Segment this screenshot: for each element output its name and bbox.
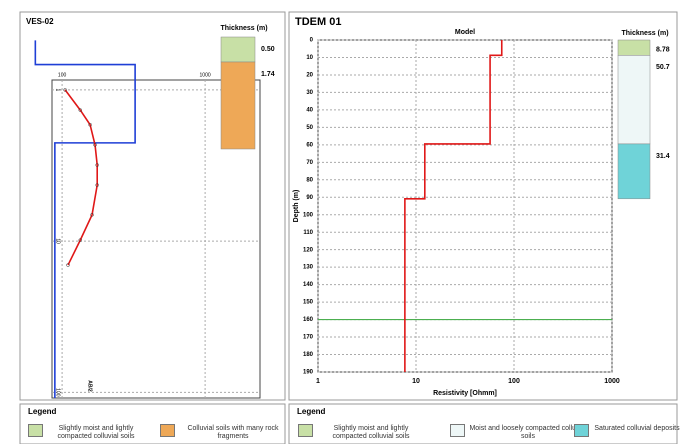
legend-title: Legend: [28, 407, 56, 416]
y-tick-label: 120: [303, 247, 314, 253]
y-tick-label: 90: [306, 195, 313, 201]
chart-title: TDEM 01: [295, 16, 341, 28]
legend-label: Moist and loosely compacted colluvial so…: [468, 425, 588, 441]
thickness-layer: [221, 62, 255, 149]
x-axis-label: Resistivity [Ohmm]: [433, 390, 497, 397]
page: VES-021001000110100AB/2Thickness (m)0.50…: [0, 0, 681, 444]
subtitle: Model: [455, 29, 475, 36]
y-tick-label: 80: [306, 177, 313, 183]
thickness-label: 50.7: [656, 64, 670, 71]
thickness-layer: [221, 37, 255, 62]
x-tick-label: 100: [508, 378, 520, 385]
thickness-layer: [618, 55, 650, 144]
legend-swatch: [298, 424, 313, 437]
thickness-title: Thickness (m): [621, 30, 668, 37]
y-tick-label: 170: [303, 335, 314, 341]
thickness-layer: [618, 144, 650, 199]
y-tick-label: 10: [306, 55, 313, 61]
legend-swatch: [28, 424, 43, 437]
y-tick-label: 110: [303, 230, 313, 236]
figure: VES-021001000110100AB/2Thickness (m)0.50…: [0, 0, 681, 444]
thickness-label: 31.4: [656, 153, 670, 160]
x-tick-label: 100: [58, 72, 67, 78]
y-tick-label: 1: [55, 89, 61, 92]
y-tick-label: 160: [303, 317, 314, 323]
y-tick-label: 70: [306, 160, 313, 166]
thickness-layer: [618, 40, 650, 55]
y-tick-label: 180: [303, 352, 314, 358]
x-tick-label: 1000: [200, 72, 211, 78]
y-axis-label: Depth (m): [293, 190, 300, 223]
y-tick-label: 50: [306, 125, 313, 131]
plot-frame: [318, 40, 612, 372]
y-tick-label: 30: [306, 90, 313, 96]
y-tick-label: 130: [303, 265, 314, 271]
y-tick-label: 60: [306, 142, 313, 148]
y-tick-label: 190: [303, 370, 314, 376]
chart-title: VES-02: [26, 17, 54, 26]
y-tick-label: 140: [303, 282, 314, 288]
data-line: [405, 40, 502, 372]
legend-label: Saturated colluvial deposits: [592, 425, 681, 433]
y-tick-label: 20: [306, 73, 313, 79]
y-axis-label: AB/2: [87, 380, 93, 392]
legend-label: Slightly moist and lightly compacted col…: [316, 425, 426, 441]
x-tick-label: 1: [316, 378, 320, 385]
y-tick-label: 40: [306, 107, 313, 113]
data-line: [35, 40, 135, 398]
thickness-label: 1.74: [261, 71, 275, 78]
legend-swatch: [450, 424, 465, 437]
thickness-title: Thickness (m): [220, 25, 267, 32]
thickness-label: 8.78: [656, 47, 670, 54]
y-tick-label: 100: [303, 212, 314, 218]
y-tick-label: 0: [310, 38, 314, 44]
legend-title: Legend: [297, 407, 325, 416]
legend-label: Colluvial soils with many rock fragments: [178, 425, 288, 441]
legend-label: Slightly moist and lightly compacted col…: [46, 425, 146, 441]
thickness-label: 0.50: [261, 46, 275, 53]
x-tick-label: 10: [412, 378, 420, 385]
legend-swatch: [574, 424, 589, 437]
y-tick-label: 150: [303, 300, 314, 306]
x-tick-label: 1000: [604, 378, 620, 385]
legend-swatch: [160, 424, 175, 437]
